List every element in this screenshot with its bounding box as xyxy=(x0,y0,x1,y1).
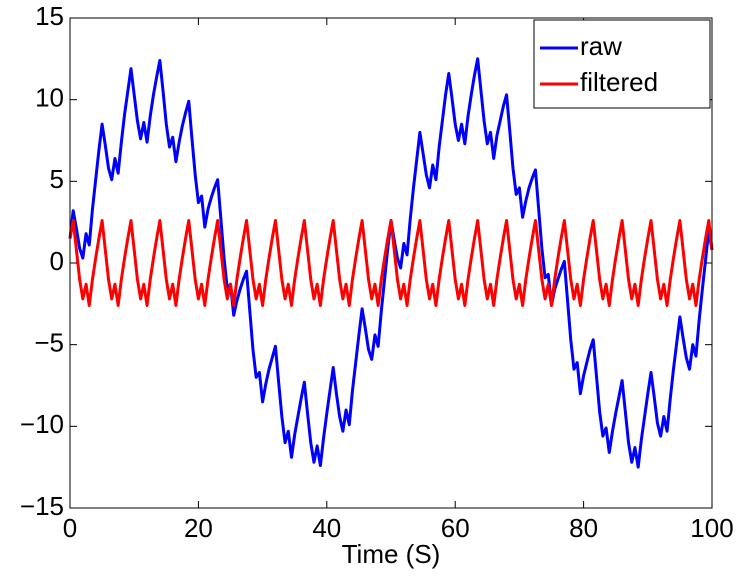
y-tick-label: 0 xyxy=(50,246,64,276)
x-tick-label: 60 xyxy=(441,513,470,543)
y-tick-label: 5 xyxy=(50,164,64,194)
x-tick-label: 80 xyxy=(569,513,598,543)
x-tick-label: 0 xyxy=(63,513,77,543)
data-line xyxy=(68,219,714,307)
legend-label: raw xyxy=(580,31,622,61)
legend-box xyxy=(533,19,711,109)
y-tick-label: −15 xyxy=(20,491,64,521)
y-tick-label: −5 xyxy=(34,328,64,358)
y-tick-label: 15 xyxy=(35,1,64,31)
x-tick-label: 40 xyxy=(312,513,341,543)
x-tick-label: 20 xyxy=(184,513,213,543)
x-tick-label: 100 xyxy=(690,513,733,543)
y-tick-label: −10 xyxy=(20,409,64,439)
x-axis-label: Time (S) xyxy=(342,539,441,569)
y-tick-label: 10 xyxy=(35,83,64,113)
legend-label: filtered xyxy=(580,67,658,97)
